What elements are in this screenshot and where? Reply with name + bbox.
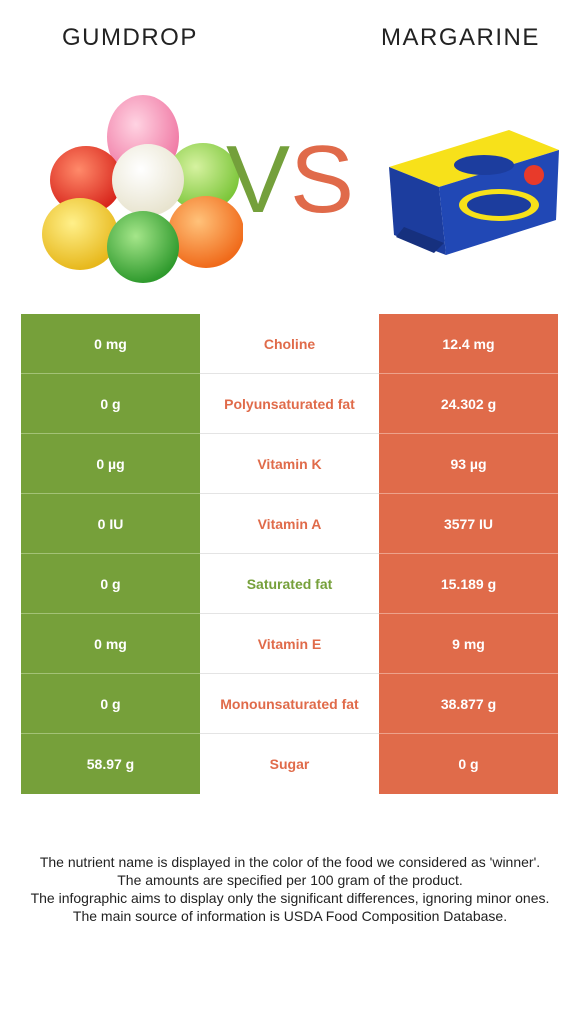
vs-v-letter: V (226, 126, 291, 233)
table-row: 0 mg Choline 12.4 mg (21, 314, 558, 374)
gumdrop-image (42, 95, 243, 283)
table-row: 58.97 g Sugar 0 g (21, 734, 558, 794)
table-row: 0 IU Vitamin A 3577 IU (21, 494, 558, 554)
left-value: 0 IU (21, 494, 200, 554)
right-value: 12.4 mg (379, 314, 558, 374)
nutrient-name: Monounsaturated fat (200, 674, 379, 734)
nutrient-name: Saturated fat (200, 554, 379, 614)
left-value: 0 µg (21, 434, 200, 494)
right-value: 15.189 g (379, 554, 558, 614)
left-value: 0 g (21, 674, 200, 734)
left-value: 58.97 g (21, 734, 200, 794)
left-food-title: GUMDROP (62, 24, 198, 51)
right-value: 38.877 g (379, 674, 558, 734)
right-value: 9 mg (379, 614, 558, 674)
comparison-table: 0 mg Choline 12.4 mg 0 g Polyunsaturated fat… (21, 314, 558, 794)
footnote-line: The infographic aims to display only the… (30, 890, 550, 906)
left-value: 0 mg (21, 314, 200, 374)
nutrient-name: Vitamin E (200, 614, 379, 674)
right-value: 24.302 g (379, 374, 558, 434)
right-food-title: MARGARINE (381, 24, 540, 51)
table-row: 0 g Polyunsaturated fat 24.302 g (21, 374, 558, 434)
nutrient-name: Polyunsaturated fat (200, 374, 379, 434)
footnote: The nutrient name is displayed in the co… (20, 853, 560, 925)
margarine-image (389, 130, 559, 255)
table-row: 0 µg Vitamin K 93 µg (21, 434, 558, 494)
left-value: 0 g (21, 554, 200, 614)
table-row: 0 g Monounsaturated fat 38.877 g (21, 674, 558, 734)
left-value: 0 mg (21, 614, 200, 674)
footnote-line: The nutrient name is displayed in the co… (39, 854, 541, 870)
nutrient-name: Vitamin K (200, 434, 379, 494)
right-value: 0 g (379, 734, 558, 794)
vs-s-letter: S (290, 126, 355, 233)
right-value: 93 µg (379, 434, 558, 494)
nutrient-name: Vitamin A (200, 494, 379, 554)
vs-label: VS (226, 132, 354, 228)
nutrient-name: Sugar (200, 734, 379, 794)
right-value: 3577 IU (379, 494, 558, 554)
footnote-line: The amounts are specified per 100 gram o… (117, 872, 463, 888)
nutrient-name: Choline (200, 314, 379, 374)
footnote-line: The main source of information is USDA F… (72, 908, 508, 924)
left-value: 0 g (21, 374, 200, 434)
table-row: 0 g Saturated fat 15.189 g (21, 554, 558, 614)
